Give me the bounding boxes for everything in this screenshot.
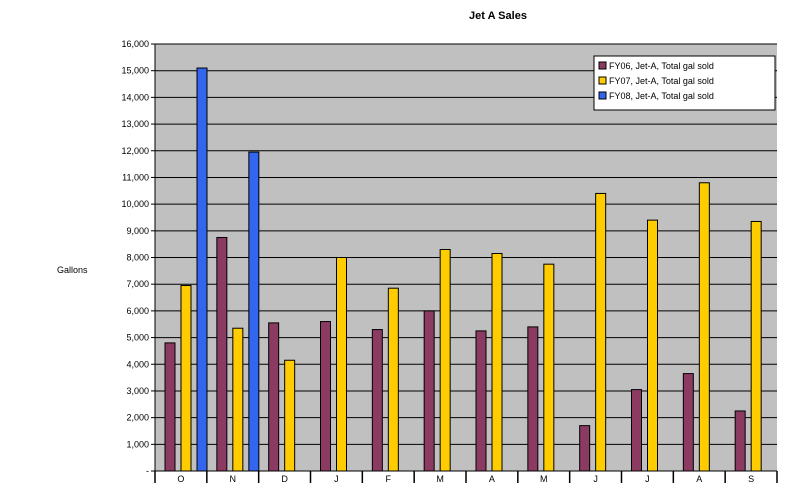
x-tick-label: N xyxy=(230,474,237,484)
bar xyxy=(232,327,244,472)
y-tick-label: 10,000 xyxy=(121,199,149,209)
bar xyxy=(698,182,710,472)
x-tick-label: J xyxy=(593,474,598,484)
bar xyxy=(631,389,642,472)
y-tick-label: 15,000 xyxy=(121,66,149,76)
bar xyxy=(750,220,762,472)
y-tick-label: 1,000 xyxy=(126,439,149,449)
legend-swatch xyxy=(598,76,607,85)
legend-label: FY06, Jet-A, Total gal sold xyxy=(609,61,714,71)
y-tick-label: 3,000 xyxy=(126,386,149,396)
y-tick-label: 5,000 xyxy=(126,333,149,343)
bar xyxy=(423,310,435,472)
bar xyxy=(216,236,228,472)
y-axis-label: Gallons xyxy=(57,265,88,275)
y-tick-label: 14,000 xyxy=(121,92,149,102)
bar xyxy=(475,330,487,472)
y-tick-label: - xyxy=(146,466,149,476)
x-tick-label: O xyxy=(177,474,184,484)
legend-swatch xyxy=(598,91,607,100)
x-tick-label: D xyxy=(281,474,288,484)
y-tick-label: 9,000 xyxy=(126,226,149,236)
y-tick-label: 4,000 xyxy=(126,359,149,369)
x-tick-label: A xyxy=(489,474,495,484)
bar xyxy=(284,359,296,472)
bar xyxy=(196,67,208,472)
bar xyxy=(320,321,331,472)
bar xyxy=(164,342,176,472)
legend-box xyxy=(593,55,776,111)
bar xyxy=(371,329,383,472)
x-tick-label: J xyxy=(645,474,650,484)
x-tick-label: M xyxy=(436,474,444,484)
y-tick-label: 12,000 xyxy=(121,146,149,156)
bar xyxy=(387,287,399,472)
y-tick-labels: - 1,000 2,000 3,000 4,000 5,000 6,000 7,000 8,00… xyxy=(121,39,155,476)
x-tick-label: J xyxy=(334,474,339,484)
bar xyxy=(595,192,607,472)
y-tick-label: 2,000 xyxy=(126,413,149,423)
bar xyxy=(491,252,503,472)
bar xyxy=(647,219,658,472)
bars xyxy=(164,67,762,472)
y-tick-label: 13,000 xyxy=(121,119,149,129)
x-tick-label: A xyxy=(696,474,702,484)
bar xyxy=(527,326,539,472)
bar xyxy=(268,322,280,472)
x-tick-label: F xyxy=(386,474,392,484)
bar xyxy=(543,263,555,472)
bar xyxy=(336,257,347,472)
y-tick-label: 16,000 xyxy=(121,39,149,49)
y-tick-label: 11,000 xyxy=(122,172,149,182)
y-tick-label: 6,000 xyxy=(126,306,149,316)
legend-swatch xyxy=(598,61,607,70)
legend-label: FY07, Jet-A, Total gal sold xyxy=(609,76,714,86)
bar xyxy=(734,410,746,472)
bar xyxy=(439,248,451,472)
x-tick-label: S xyxy=(748,474,754,484)
x-tick-label: M xyxy=(540,474,548,484)
bar xyxy=(682,373,694,472)
bar xyxy=(248,151,260,472)
bar xyxy=(579,425,591,472)
legend: FY06, Jet-A, Total gal sold FY07, Jet-A, … xyxy=(593,55,776,111)
bar xyxy=(180,285,192,472)
y-tick-label: 7,000 xyxy=(126,279,149,289)
legend-label: FY08, Jet-A, Total gal sold xyxy=(609,91,714,101)
chart-title: Jet A Sales xyxy=(469,10,527,22)
y-tick-label: 8,000 xyxy=(126,253,149,263)
